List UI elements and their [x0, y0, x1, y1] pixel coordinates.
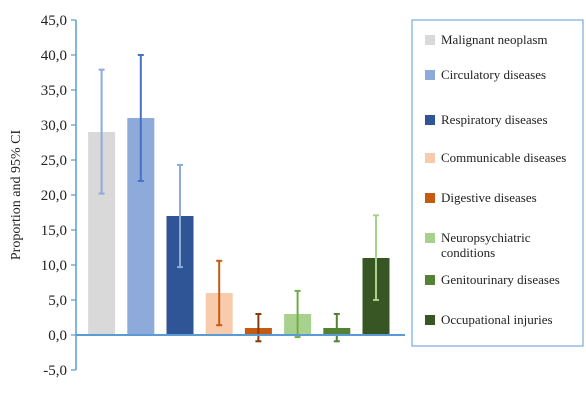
legend-swatch	[425, 193, 435, 203]
y-tick-label: 15,0	[41, 223, 67, 239]
legend-swatch	[425, 315, 435, 325]
y-axis-title: Proportion and 95% CI	[9, 130, 24, 261]
legend-label: Circulatory diseases	[441, 67, 546, 82]
legend-label: Malignant neoplasm	[441, 32, 548, 47]
legend: Malignant neoplasm Circulatory diseases Re…	[411, 19, 584, 347]
y-tick-label: 20,0	[41, 188, 67, 204]
y-tick-label: 45,0	[41, 13, 67, 29]
legend-swatch	[425, 115, 435, 125]
legend-swatch	[425, 70, 435, 80]
legend-label: Occupational injuries	[441, 312, 553, 327]
y-tick-label: 0,0	[48, 328, 67, 344]
y-tick-label: 30,0	[41, 118, 67, 134]
legend-swatch	[425, 233, 435, 243]
legend-swatch	[425, 153, 435, 163]
legend-box	[411, 19, 584, 347]
legend-label: Digestive diseases	[441, 190, 537, 205]
bars	[88, 118, 390, 335]
legend-label: Communicable diseases	[441, 150, 566, 165]
y-tick-label: 5,0	[48, 293, 67, 309]
y-tick-label: 35,0	[41, 83, 67, 99]
legend-label: Respiratory diseases	[441, 112, 548, 127]
y-tick-label: 40,0	[41, 48, 67, 64]
legend-label: Neuropsychiatric conditions	[441, 230, 531, 260]
y-tick-label: 25,0	[41, 153, 67, 169]
legend-swatch	[425, 35, 435, 45]
legend-label: Genitourinary diseases	[441, 272, 560, 287]
y-tick-label: 10,0	[41, 258, 67, 274]
y-tick-label: -5,0	[43, 363, 67, 379]
error-bars	[98, 54, 379, 343]
legend-swatch	[425, 275, 435, 285]
y-axis: -5,0 0,0 5,0 10,0 15,0 20,0 25,0 30,0 35,0 40,0 45…	[41, 13, 77, 379]
